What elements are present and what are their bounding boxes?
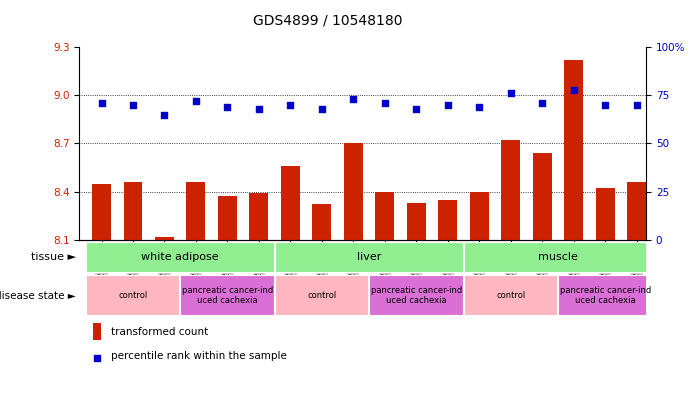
Text: pancreatic cancer-ind
uced cachexia: pancreatic cancer-ind uced cachexia [182,286,273,305]
Bar [274,242,464,273]
Point [96,100,107,106]
Text: control: control [118,291,148,300]
Point [505,90,516,97]
Text: transformed count: transformed count [111,327,208,337]
Bar [627,182,646,240]
Text: pancreatic cancer-ind
uced cachexia: pancreatic cancer-ind uced cachexia [370,286,462,305]
Bar [470,191,489,240]
Bar [375,191,395,240]
Bar [92,184,111,240]
Text: percentile rank within the sample: percentile rank within the sample [111,351,287,361]
Bar [274,275,369,316]
Text: liver: liver [357,252,381,263]
Bar [249,193,268,240]
Bar [464,275,558,316]
Bar [281,166,300,240]
Bar [407,203,426,240]
Bar [344,143,363,240]
Text: tissue ►: tissue ► [31,252,76,263]
Point [379,100,390,106]
Bar [187,182,205,240]
Bar [124,182,142,240]
Text: pancreatic cancer-ind
uced cachexia: pancreatic cancer-ind uced cachexia [560,286,651,305]
Bar [312,204,331,240]
Point [222,104,233,110]
Bar [438,200,457,240]
Point [442,102,453,108]
Point [348,96,359,102]
Point [600,102,611,108]
Bar [180,275,274,316]
Point [159,112,170,118]
Text: disease state ►: disease state ► [0,291,76,301]
Point [131,274,142,281]
Bar [558,275,652,316]
Point [127,102,138,108]
Bar [464,242,652,273]
Text: control: control [307,291,337,300]
Point [568,86,579,93]
Point [285,102,296,108]
Text: white adipose: white adipose [142,252,219,263]
Bar [86,242,274,273]
Text: GDS4899 / 10548180: GDS4899 / 10548180 [254,14,403,28]
Bar [218,196,237,240]
Bar [155,237,174,240]
Text: muscle: muscle [538,252,578,263]
Bar [369,275,464,316]
Point [316,106,328,112]
Bar [533,153,551,240]
Point [254,106,265,112]
Bar [565,60,583,240]
Point [191,98,202,104]
Point [631,102,642,108]
Bar [86,275,180,316]
Point [537,100,548,106]
Text: control: control [496,291,525,300]
Bar [501,140,520,240]
Point [474,104,485,110]
Point [410,106,422,112]
Bar [596,188,614,240]
